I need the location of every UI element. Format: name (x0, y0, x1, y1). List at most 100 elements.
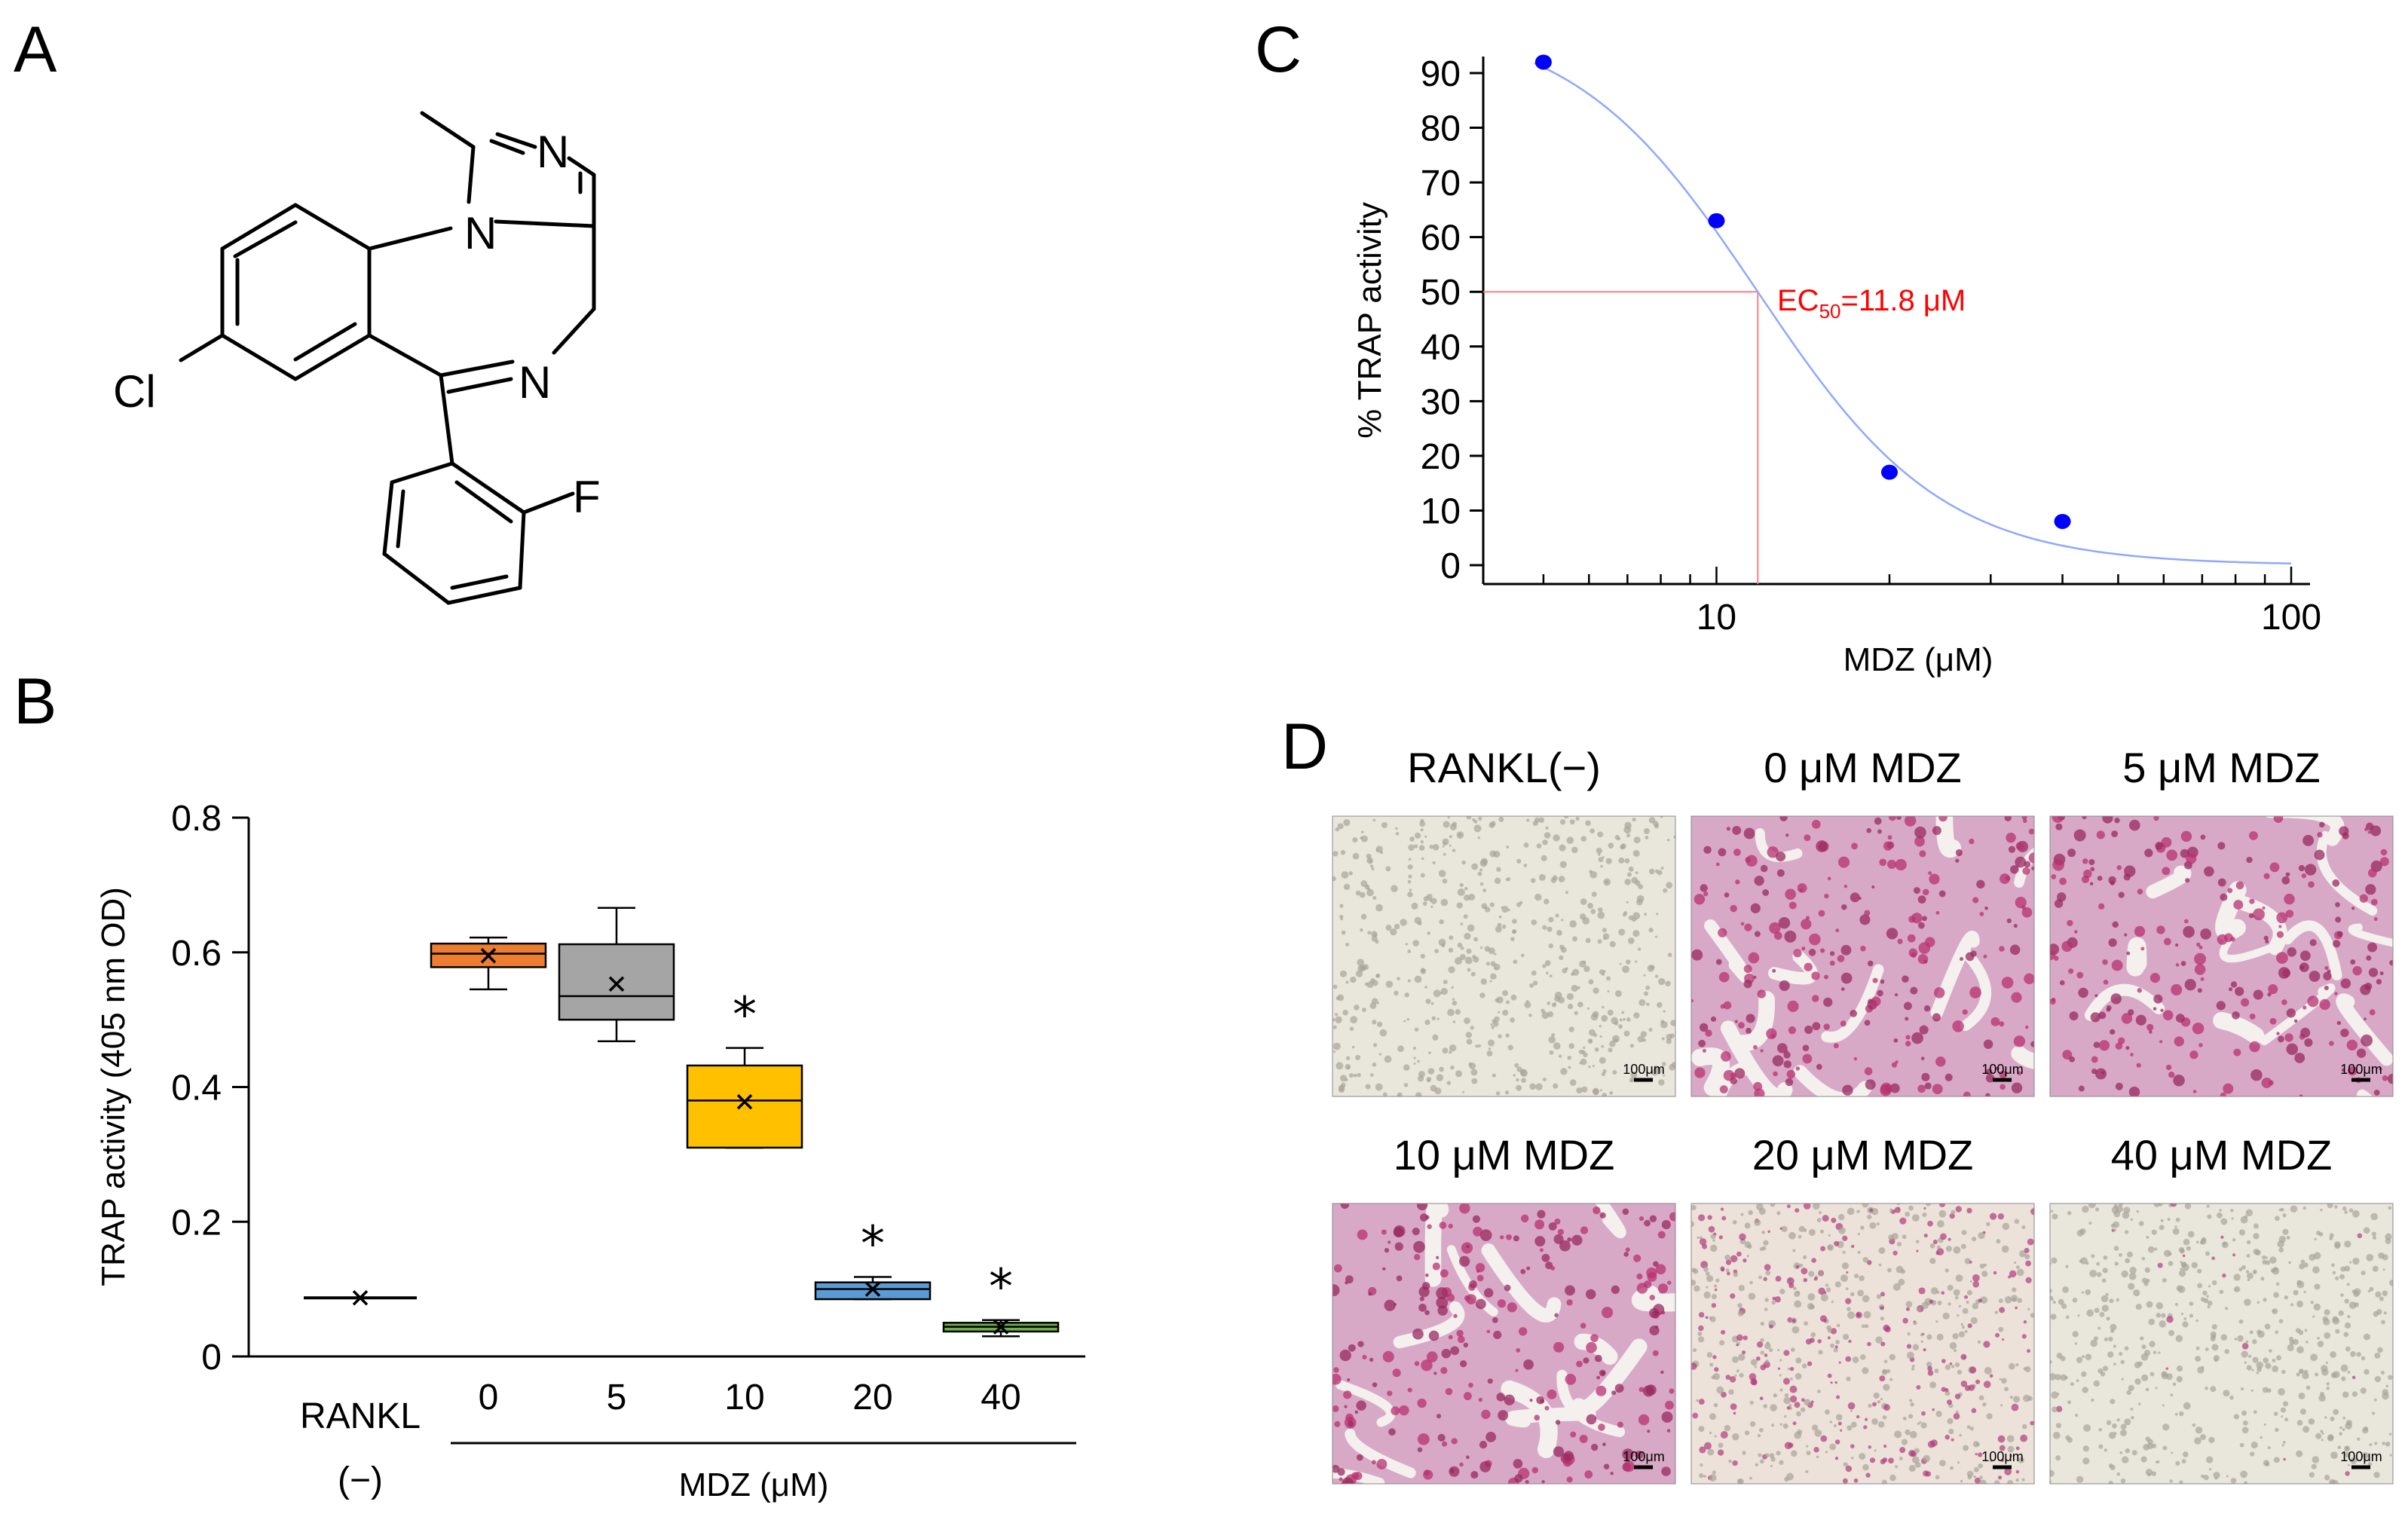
cell-speck (1936, 1220, 1944, 1228)
stain-speck (2090, 1012, 2100, 1023)
micrograph-border (1332, 1203, 1676, 1485)
stain-speck (1622, 1208, 1629, 1216)
cell-speck (1791, 1326, 1800, 1334)
bond (467, 145, 476, 204)
cell-speck (1452, 1020, 1456, 1023)
stain-speck (2175, 1014, 2185, 1023)
cell-speck (2220, 1235, 2224, 1239)
cell-speck (2344, 1240, 2351, 1248)
cell-speck (1590, 828, 1595, 834)
stain-speck (1893, 1038, 1899, 1043)
cell-speck (1440, 992, 1443, 995)
cell-speck (2223, 1390, 2230, 1397)
cell-speck (2374, 1375, 2382, 1383)
cell-border (1631, 1285, 1675, 1312)
cell-speck (2247, 1272, 2253, 1280)
cell-speck (2205, 1386, 2208, 1390)
cell-speck (1460, 922, 1464, 925)
cell-speck (1852, 1356, 1859, 1363)
stain-speck (1753, 1081, 1763, 1091)
cell-speck (1699, 1446, 1706, 1454)
stain-speck (1344, 1405, 1348, 1408)
stain-speck (2111, 830, 2119, 838)
cell-speck (1488, 947, 1495, 955)
cell-speck (2350, 1457, 2358, 1464)
cell-speck (1624, 858, 1630, 864)
cell-speck (1880, 1398, 1883, 1401)
stain-speck (1497, 1299, 1507, 1308)
cell-speck (1838, 1227, 1846, 1234)
cell-speck (2195, 1356, 2201, 1362)
cell-border (1556, 1369, 1626, 1438)
stain-speck (2008, 846, 2016, 853)
cell-speck (1920, 1332, 1924, 1337)
stain-speck (1746, 855, 1758, 867)
cell-speck (1888, 1457, 1894, 1464)
cell-speck (2113, 1362, 2116, 1365)
cell-speck (2120, 1359, 2125, 1365)
bond (489, 139, 525, 155)
cell-speck (1581, 1050, 1586, 1054)
cell-speck (1360, 830, 1364, 833)
cell-speck (2151, 1443, 2157, 1448)
stain-speck (1917, 1084, 1926, 1093)
cell-speck (1915, 1240, 1920, 1244)
stain-speck (1772, 1055, 1784, 1067)
cell-speck (2102, 1268, 2108, 1274)
stain-speck (1436, 1296, 1449, 1309)
cell-speck (1464, 1017, 1470, 1024)
stain-speck (1904, 816, 1917, 827)
cell-speck (1626, 901, 1629, 904)
cell-speck (2144, 1267, 2150, 1273)
cell-speck (2382, 1442, 2386, 1445)
stain-speck (2340, 978, 2351, 989)
cell-speck (1514, 1063, 1519, 1068)
stain-speck (1746, 1014, 1755, 1023)
cell-speck (2250, 1389, 2253, 1392)
cell-speck (1337, 994, 1345, 1002)
cell-speck (1774, 1296, 1781, 1303)
cell-speck (1997, 1213, 2005, 1220)
stain-speck (1669, 1212, 1675, 1222)
cell-speck (1863, 1310, 1871, 1319)
cell-speck (1409, 836, 1415, 842)
stain-speck (1516, 1348, 1521, 1353)
bond (220, 333, 298, 381)
cell-speck (1711, 1375, 1715, 1380)
cell-speck (2360, 1387, 2367, 1394)
cell-speck (1779, 1227, 1782, 1230)
cell-speck (2089, 1269, 2097, 1277)
cell-speck (1730, 1255, 1738, 1263)
stain-speck (1441, 1348, 1452, 1359)
cell-speck (1467, 924, 1475, 932)
stain-speck (1596, 1385, 1607, 1396)
cell-speck (2006, 1435, 2015, 1443)
cell-speck (1978, 1298, 1983, 1303)
bond (495, 132, 537, 149)
cell-speck (1589, 870, 1593, 874)
cell-speck (2296, 1450, 2303, 1457)
cell-speck (2072, 1331, 2079, 1338)
stain-speck (2115, 1042, 2123, 1050)
cell-speck (1471, 1078, 1478, 1084)
cell-speck (1923, 1206, 1926, 1210)
cell-speck (2107, 1351, 2114, 1358)
stain-speck (1776, 869, 1785, 877)
cell-speck (1463, 914, 1468, 919)
stain-speck (2068, 968, 2074, 974)
significance-asterisk: * (733, 988, 757, 1044)
stain-speck (1723, 1001, 1732, 1010)
cell-speck (1485, 962, 1490, 966)
cell-speck (1845, 1298, 1852, 1304)
stain-speck (1368, 1292, 1372, 1296)
cell-speck (1698, 1399, 1705, 1405)
stain-speck (1880, 1084, 1892, 1096)
stain-speck (1493, 1330, 1502, 1339)
cell-speck (1716, 1386, 1724, 1394)
cell-speck (1813, 1446, 1819, 1453)
stain-speck (1999, 1021, 2005, 1027)
cell-speck (1898, 1278, 1905, 1286)
cell-speck (1929, 1243, 1935, 1249)
stain-speck (1896, 816, 1902, 821)
cell-speck (1850, 1457, 1854, 1460)
